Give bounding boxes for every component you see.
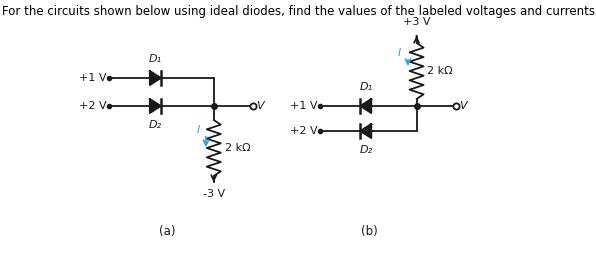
Text: V: V <box>256 101 263 111</box>
Text: +2 V: +2 V <box>290 126 318 136</box>
Text: -3 V: -3 V <box>203 189 225 199</box>
Text: 2 kΩ: 2 kΩ <box>225 143 250 153</box>
Polygon shape <box>150 99 161 113</box>
Text: +1 V: +1 V <box>79 73 107 83</box>
Text: D₁: D₁ <box>148 54 162 64</box>
Text: D₁: D₁ <box>359 82 372 92</box>
Text: I: I <box>398 48 401 58</box>
Text: For the circuits shown below using ideal diodes, find the values of the labeled : For the circuits shown below using ideal… <box>2 5 594 18</box>
Text: D₂: D₂ <box>148 120 162 130</box>
Text: (a): (a) <box>159 225 175 237</box>
Text: V: V <box>459 101 466 111</box>
Polygon shape <box>361 99 371 113</box>
Text: D₂: D₂ <box>359 145 372 155</box>
Text: +1 V: +1 V <box>290 101 318 111</box>
Text: +2 V: +2 V <box>79 101 107 111</box>
Text: I: I <box>197 125 200 135</box>
Text: +3 V: +3 V <box>403 17 430 27</box>
Text: (b): (b) <box>361 225 378 237</box>
Polygon shape <box>150 71 161 85</box>
Polygon shape <box>361 124 371 138</box>
Text: 2 kΩ: 2 kΩ <box>427 66 453 76</box>
